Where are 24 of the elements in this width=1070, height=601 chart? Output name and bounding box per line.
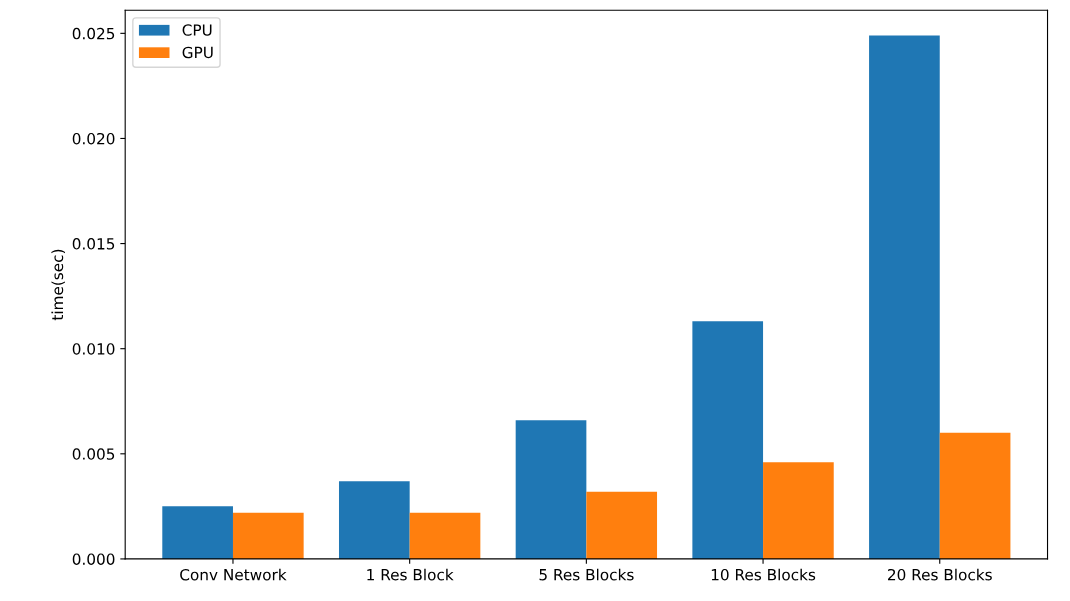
y-tick-label: 0.005 [72, 448, 115, 460]
bar [162, 506, 233, 559]
y-tick-label: 0.025 [72, 27, 115, 40]
y-axis-title: time(sec) [51, 249, 66, 321]
x-tick-label: 1 Res Block [367, 568, 454, 581]
legend-label: GPU [182, 46, 213, 59]
bar [232, 512, 304, 559]
x-tick-label: 10 Res Blocks [711, 568, 816, 581]
bar [338, 481, 410, 559]
bar [692, 321, 764, 559]
bar [763, 462, 834, 559]
bar [409, 512, 481, 559]
legend-label: CPU [182, 24, 212, 36]
x-tick-label: 20 Res Blocks [888, 568, 992, 581]
y-tick-label: 0.015 [72, 238, 115, 250]
bar [869, 35, 940, 559]
bar [939, 432, 1011, 559]
x-tick-label: 5 Res Blocks [539, 568, 634, 581]
x-tick-label: Conv Network [180, 568, 287, 581]
y-tick-label: 0.010 [72, 343, 115, 355]
y-tick-label: 0.020 [72, 132, 115, 145]
bar [515, 420, 587, 559]
y-tick-label: 0.000 [72, 553, 115, 565]
bar [586, 491, 658, 559]
